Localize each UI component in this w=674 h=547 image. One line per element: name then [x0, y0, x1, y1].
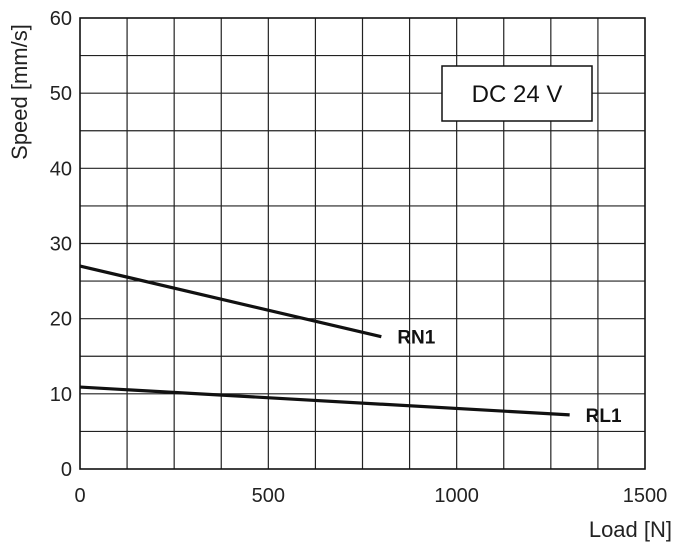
- x-tick-label: 500: [252, 485, 285, 507]
- y-tick-label: 10: [50, 384, 72, 406]
- y-tick-label: 60: [50, 8, 72, 30]
- grid: [80, 18, 645, 469]
- y-tick-label: 40: [50, 158, 72, 180]
- y-tick-label: 0: [61, 459, 72, 481]
- plot-border: [79, 17, 646, 470]
- y-tick-label: 30: [50, 234, 72, 256]
- series-line-rn1: [79, 264, 382, 339]
- series-label-rl1: RL1: [586, 406, 622, 427]
- x-tick-label: 1500: [623, 485, 668, 507]
- y-axis-title: Speed [mm/s]: [7, 24, 32, 160]
- y-tick-label: 50: [50, 83, 72, 105]
- x-axis-title: Load [N]: [589, 517, 672, 542]
- y-tick-label: 20: [50, 309, 72, 331]
- annotation-badge: DC 24 V: [441, 65, 593, 122]
- series-line-rl1: [79, 385, 570, 417]
- x-tick-label: 1000: [434, 485, 479, 507]
- x-tick-label: 0: [74, 485, 85, 507]
- annotation-text: DC 24 V: [472, 81, 563, 108]
- series-label-rn1: RN1: [397, 328, 435, 349]
- plot-frame: [79, 17, 646, 470]
- tick-labels: 0 10 20 30 40 50 60 0 500 1000 1500: [50, 8, 668, 507]
- annotation-box: [441, 65, 593, 122]
- series: RN1 RL1: [79, 264, 622, 427]
